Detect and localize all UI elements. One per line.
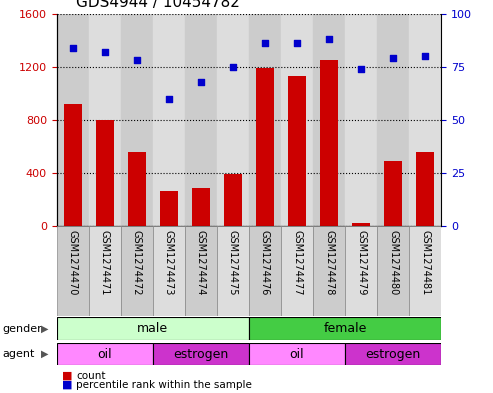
Point	[325, 36, 333, 42]
Bar	[217, 226, 249, 316]
Bar	[345, 14, 377, 226]
Bar	[409, 14, 441, 226]
Text: ■: ■	[62, 380, 72, 390]
Text: GSM1274473: GSM1274473	[164, 230, 174, 295]
Bar	[281, 14, 313, 226]
Text: female: female	[323, 322, 367, 335]
Bar	[89, 226, 121, 316]
Text: count: count	[76, 371, 106, 381]
Text: GSM1274478: GSM1274478	[324, 230, 334, 295]
Text: gender: gender	[2, 323, 42, 334]
Bar	[89, 14, 121, 226]
Bar	[217, 14, 249, 226]
Bar	[153, 226, 185, 316]
Bar	[352, 223, 370, 226]
Text: GSM1274477: GSM1274477	[292, 230, 302, 295]
Bar	[153, 14, 185, 226]
Text: ■: ■	[62, 371, 72, 381]
Point	[389, 55, 397, 61]
Point	[69, 44, 77, 51]
Bar	[345, 226, 377, 316]
Bar	[185, 226, 217, 316]
Bar	[224, 174, 242, 226]
Text: GSM1274481: GSM1274481	[420, 230, 430, 295]
Bar	[417, 152, 434, 226]
Text: GSM1274475: GSM1274475	[228, 230, 238, 295]
Point	[293, 40, 301, 47]
Text: GSM1274479: GSM1274479	[356, 230, 366, 295]
Text: GSM1274480: GSM1274480	[388, 230, 398, 295]
Bar	[57, 317, 249, 340]
Bar	[345, 343, 441, 365]
Bar	[128, 152, 145, 226]
Text: GSM1274476: GSM1274476	[260, 230, 270, 295]
Bar	[249, 343, 345, 365]
Text: GSM1274471: GSM1274471	[100, 230, 110, 295]
Text: percentile rank within the sample: percentile rank within the sample	[76, 380, 252, 390]
Bar	[192, 187, 210, 226]
Text: ▶: ▶	[41, 349, 48, 359]
Bar	[256, 68, 274, 226]
Bar	[121, 14, 153, 226]
Bar	[313, 14, 345, 226]
Bar	[288, 76, 306, 226]
Bar	[57, 14, 89, 226]
Text: estrogen: estrogen	[173, 347, 229, 361]
Point	[197, 79, 205, 85]
Point	[133, 57, 141, 64]
Bar	[385, 161, 402, 226]
Bar	[57, 343, 153, 365]
Text: agent: agent	[2, 349, 35, 359]
Point	[357, 66, 365, 72]
Text: GSM1274474: GSM1274474	[196, 230, 206, 295]
Bar	[320, 60, 338, 226]
Text: ▶: ▶	[41, 323, 48, 334]
Bar	[160, 191, 177, 226]
Point	[101, 49, 108, 55]
Bar	[96, 120, 113, 226]
Bar	[377, 226, 409, 316]
Point	[165, 95, 173, 102]
Bar	[281, 226, 313, 316]
Bar	[409, 226, 441, 316]
Bar	[153, 343, 249, 365]
Text: oil: oil	[290, 347, 304, 361]
Text: male: male	[137, 322, 169, 335]
Text: GDS4944 / 10454782: GDS4944 / 10454782	[76, 0, 240, 10]
Bar	[249, 14, 281, 226]
Bar	[64, 104, 81, 226]
Point	[261, 40, 269, 47]
Bar	[313, 226, 345, 316]
Point	[229, 64, 237, 70]
Bar	[377, 14, 409, 226]
Point	[421, 53, 429, 59]
Bar	[185, 14, 217, 226]
Bar	[249, 226, 281, 316]
Text: GSM1274472: GSM1274472	[132, 230, 142, 295]
Bar	[249, 317, 441, 340]
Text: estrogen: estrogen	[365, 347, 421, 361]
Text: GSM1274470: GSM1274470	[68, 230, 78, 295]
Bar	[121, 226, 153, 316]
Bar	[57, 226, 89, 316]
Text: oil: oil	[98, 347, 112, 361]
